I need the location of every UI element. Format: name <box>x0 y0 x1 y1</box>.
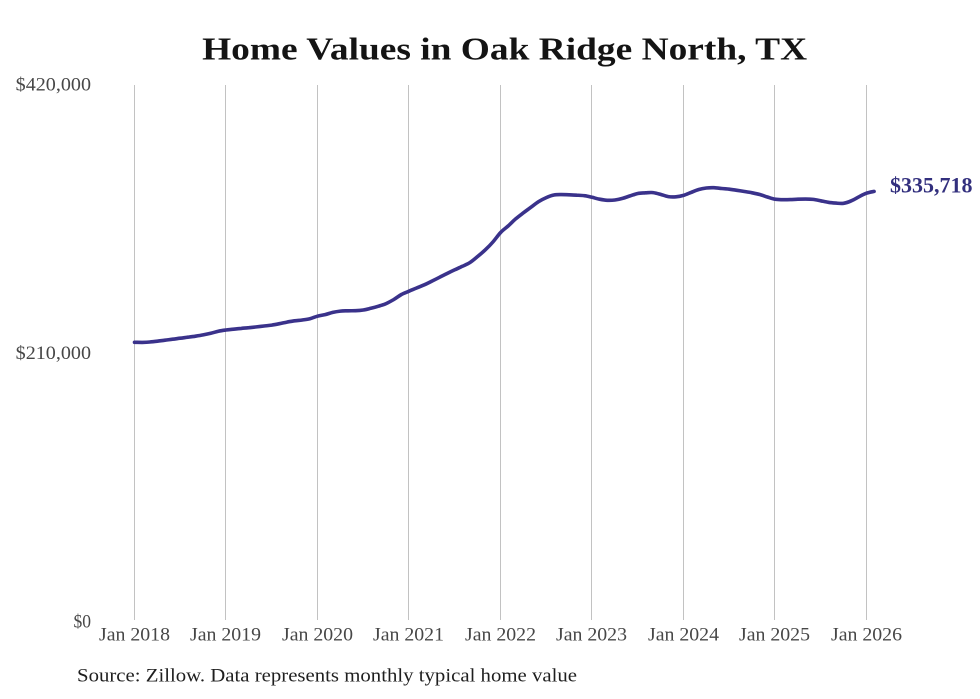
svg-text:Jan 2018: Jan 2018 <box>99 625 170 646</box>
svg-text:Jan 2020: Jan 2020 <box>282 625 353 646</box>
svg-text:$0: $0 <box>74 612 92 633</box>
svg-text:Jan 2024: Jan 2024 <box>648 625 720 646</box>
svg-text:Home Values in Oak Ridge North: Home Values in Oak Ridge North, TX <box>202 30 807 66</box>
svg-text:Jan 2026: Jan 2026 <box>831 625 902 646</box>
svg-text:Jan 2022: Jan 2022 <box>465 625 536 646</box>
svg-text:$335,718: $335,718 <box>890 172 973 197</box>
svg-text:Source: Zillow. Data represent: Source: Zillow. Data represents monthly … <box>77 666 577 686</box>
svg-text:Jan 2021: Jan 2021 <box>373 625 444 646</box>
svg-text:Jan 2025: Jan 2025 <box>739 625 810 646</box>
svg-text:$210,000: $210,000 <box>16 343 91 364</box>
svg-text:Jan 2023: Jan 2023 <box>556 625 627 646</box>
svg-text:$420,000: $420,000 <box>16 75 91 96</box>
svg-text:Jan 2019: Jan 2019 <box>190 625 261 646</box>
